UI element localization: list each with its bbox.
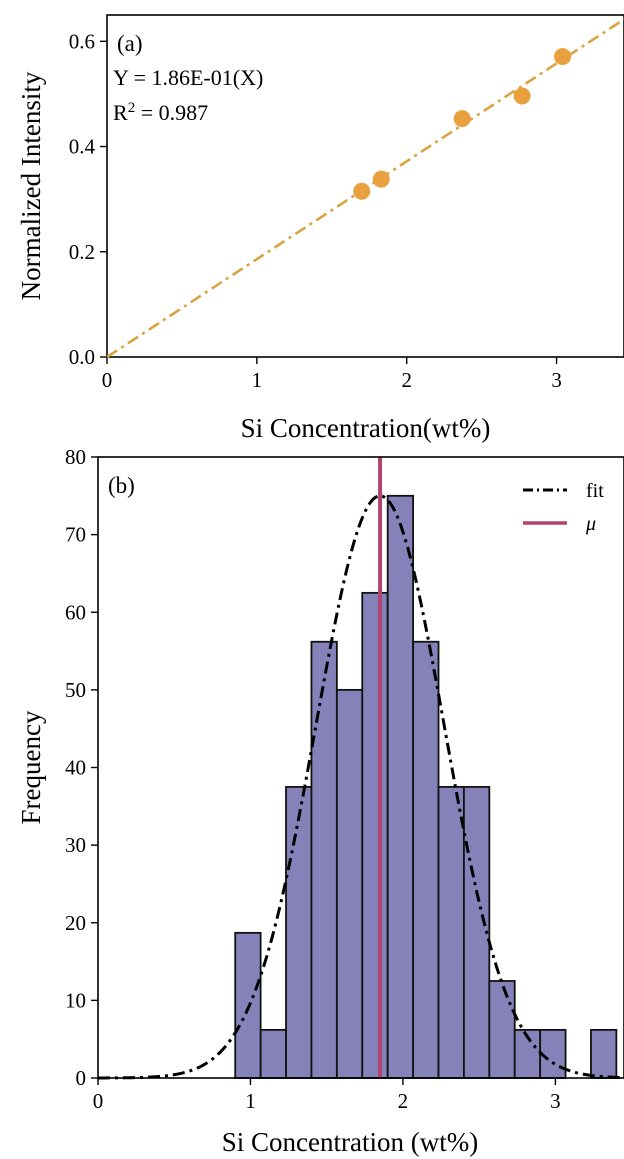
x-tick-label: 2: [398, 1089, 409, 1113]
data-point: [513, 87, 531, 105]
panel-a-points: [353, 48, 572, 200]
y-tick-label: 40: [65, 756, 86, 780]
panel-b-fit-layer: [98, 494, 624, 1080]
panel-b-legend: fit μ: [523, 480, 604, 535]
panel-a-fit-equation: Y = 1.86E-01(X): [113, 65, 263, 90]
data-point: [372, 170, 390, 188]
panel-a-y-axis-label: Normalized Intensity: [16, 71, 46, 300]
x-tick-label: 0: [93, 1089, 104, 1113]
histogram-bar: [335, 688, 364, 1079]
panel-a-label: (a): [117, 31, 143, 56]
histogram-bar: [437, 786, 465, 1079]
y-tick-label: 0.4: [69, 135, 96, 159]
x-tick-label: 2: [401, 368, 412, 392]
histogram-bar: [590, 1028, 618, 1079]
panel-b-label: (b): [108, 473, 135, 498]
x-tick-label: 0: [102, 368, 113, 392]
data-point: [453, 110, 471, 128]
r2-superscript: 2: [128, 100, 136, 116]
panel-a-scatter: 0 1 2 3 0.0 0.2 0.4 0.6 (a) Y = 1.86E-01(X) R2 …: [16, 14, 624, 443]
histogram-bar: [488, 980, 516, 1079]
y-tick-label: 20: [65, 911, 86, 935]
panel-a-r-squared: R2 = 0.987: [113, 100, 208, 125]
y-tick-label: 50: [65, 678, 86, 702]
histogram-bar: [386, 494, 414, 1079]
y-tick-label: 70: [65, 523, 86, 547]
y-tick-label: 60: [65, 600, 86, 624]
r2-prefix: R: [113, 100, 128, 125]
data-point: [353, 182, 371, 200]
histogram-bar: [310, 640, 338, 1079]
gaussian-fit-curve: [98, 494, 624, 1080]
histogram-bar: [463, 786, 491, 1079]
histogram-bar: [259, 1028, 287, 1079]
histogram-bar: [361, 591, 389, 1079]
panel-b-x-axis-label: Si Concentration (wt%): [222, 1127, 478, 1157]
histogram-bar: [539, 1028, 567, 1079]
panel-a-ticks: 0 1 2 3 0.0 0.2 0.4 0.6: [69, 29, 562, 392]
y-tick-label: 30: [65, 833, 86, 857]
panel-b-y-axis-label: Frequency: [16, 710, 46, 824]
panel-a-axes-frame: [106, 14, 624, 358]
histogram-bar: [412, 640, 440, 1079]
y-tick-label: 0.0: [69, 345, 95, 369]
x-tick-label: 1: [245, 1089, 256, 1113]
x-tick-label: 3: [550, 1089, 561, 1113]
y-tick-label: 0.6: [69, 29, 95, 53]
data-point: [554, 48, 572, 66]
y-tick-label: 0: [76, 1066, 87, 1090]
r2-value: = 0.987: [135, 100, 208, 125]
legend-mu-label: μ: [585, 513, 596, 535]
x-tick-label: 3: [551, 368, 562, 392]
y-tick-label: 0.2: [69, 240, 95, 264]
panel-b-bars: [234, 494, 618, 1079]
y-tick-label: 80: [65, 445, 86, 469]
legend-fit-label: fit: [586, 480, 604, 502]
y-tick-label: 10: [65, 988, 86, 1012]
x-tick-label: 1: [252, 368, 263, 392]
panel-a-x-axis-label: Si Concentration(wt%): [241, 413, 491, 443]
histogram-bar: [285, 786, 313, 1079]
